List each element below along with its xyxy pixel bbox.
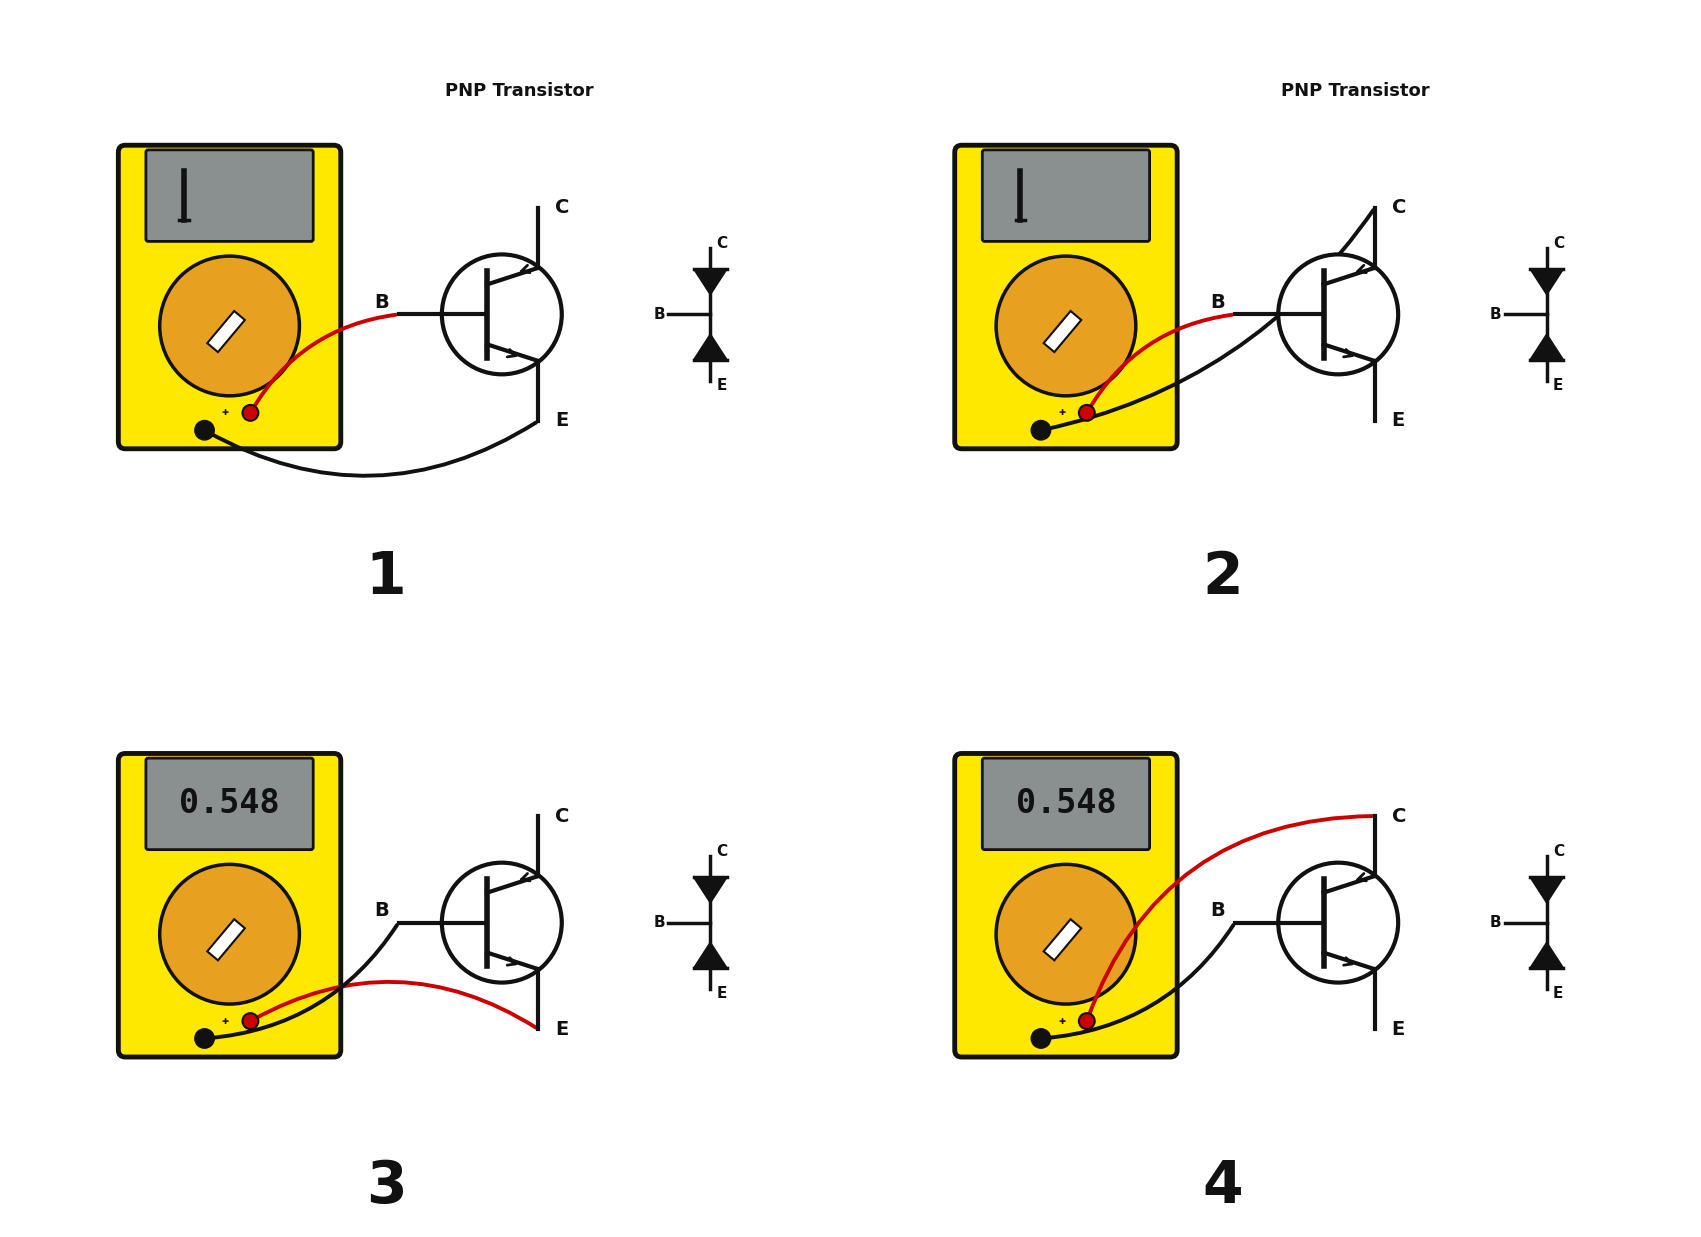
Circle shape bbox=[243, 1013, 259, 1029]
Text: E: E bbox=[555, 1019, 568, 1039]
Text: C: C bbox=[1391, 198, 1407, 218]
Polygon shape bbox=[208, 919, 245, 960]
Text: 0.548: 0.548 bbox=[1015, 788, 1116, 820]
Polygon shape bbox=[1531, 943, 1563, 967]
Circle shape bbox=[160, 865, 299, 1004]
Text: 4: 4 bbox=[1203, 1158, 1243, 1215]
Text: ✚: ✚ bbox=[221, 1017, 230, 1025]
Circle shape bbox=[1277, 862, 1398, 982]
Text: B: B bbox=[1209, 901, 1225, 920]
Text: B: B bbox=[374, 293, 388, 312]
Text: C: C bbox=[716, 845, 728, 860]
Circle shape bbox=[442, 255, 561, 375]
Polygon shape bbox=[694, 943, 726, 967]
FancyBboxPatch shape bbox=[119, 145, 340, 449]
Text: 0.548: 0.548 bbox=[179, 788, 281, 820]
Text: C: C bbox=[1391, 807, 1407, 825]
Text: B: B bbox=[1490, 915, 1502, 930]
Circle shape bbox=[997, 865, 1136, 1004]
Text: PNP Transistor: PNP Transistor bbox=[1281, 83, 1431, 100]
Text: B: B bbox=[1490, 307, 1502, 322]
Text: ✚: ✚ bbox=[221, 408, 230, 417]
Polygon shape bbox=[208, 310, 245, 353]
Circle shape bbox=[1031, 421, 1050, 439]
Text: C: C bbox=[1553, 845, 1563, 860]
FancyBboxPatch shape bbox=[954, 145, 1177, 449]
Circle shape bbox=[196, 421, 214, 439]
Text: E: E bbox=[1391, 1019, 1405, 1039]
Polygon shape bbox=[1044, 310, 1082, 353]
Circle shape bbox=[1031, 1029, 1050, 1048]
Text: B: B bbox=[653, 307, 665, 322]
Circle shape bbox=[1277, 255, 1398, 375]
Polygon shape bbox=[1531, 334, 1563, 360]
Text: ✚: ✚ bbox=[1058, 408, 1065, 417]
Circle shape bbox=[1078, 404, 1095, 421]
Text: C: C bbox=[555, 198, 570, 218]
FancyBboxPatch shape bbox=[119, 753, 340, 1056]
Polygon shape bbox=[1531, 270, 1563, 294]
Polygon shape bbox=[694, 877, 726, 903]
Polygon shape bbox=[1044, 919, 1082, 960]
Text: ✚: ✚ bbox=[1058, 1017, 1065, 1025]
FancyBboxPatch shape bbox=[146, 150, 313, 241]
Text: C: C bbox=[716, 236, 728, 251]
Text: C: C bbox=[555, 807, 570, 825]
Text: PNP Transistor: PNP Transistor bbox=[446, 83, 594, 100]
Circle shape bbox=[442, 862, 561, 982]
Text: 1: 1 bbox=[366, 549, 407, 606]
Polygon shape bbox=[1531, 877, 1563, 903]
Polygon shape bbox=[694, 334, 726, 360]
Text: E: E bbox=[716, 377, 726, 392]
Polygon shape bbox=[694, 270, 726, 294]
Text: E: E bbox=[555, 412, 568, 430]
FancyBboxPatch shape bbox=[981, 758, 1150, 850]
Text: E: E bbox=[1391, 412, 1405, 430]
Circle shape bbox=[160, 256, 299, 396]
Text: B: B bbox=[653, 915, 665, 930]
Circle shape bbox=[1078, 1013, 1095, 1029]
Circle shape bbox=[243, 404, 259, 421]
Text: C: C bbox=[1553, 236, 1563, 251]
Text: B: B bbox=[1209, 293, 1225, 312]
Text: 2: 2 bbox=[1203, 549, 1243, 606]
Text: 3: 3 bbox=[366, 1158, 407, 1215]
Text: E: E bbox=[716, 986, 726, 1001]
Text: E: E bbox=[1553, 377, 1563, 392]
FancyBboxPatch shape bbox=[954, 753, 1177, 1056]
Text: B: B bbox=[374, 901, 388, 920]
FancyBboxPatch shape bbox=[981, 150, 1150, 241]
FancyBboxPatch shape bbox=[146, 758, 313, 850]
Circle shape bbox=[997, 256, 1136, 396]
Text: E: E bbox=[1553, 986, 1563, 1001]
Circle shape bbox=[196, 1029, 214, 1048]
